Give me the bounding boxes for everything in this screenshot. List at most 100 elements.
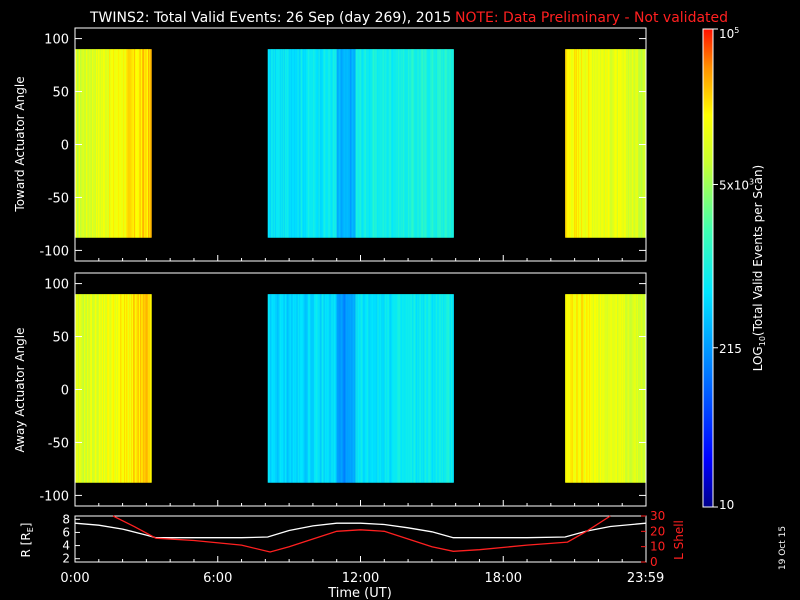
away-cell: [409, 294, 411, 483]
toward-cell: [376, 49, 379, 238]
toward-cell: [579, 49, 581, 238]
time-tick-label: 12:00: [342, 571, 379, 586]
away-cell: [636, 294, 639, 483]
toward-cell: [420, 49, 422, 238]
away-cell: [149, 294, 151, 483]
toward-cell: [357, 49, 360, 238]
toward-cell: [337, 49, 340, 238]
away-cell: [389, 294, 392, 483]
toward-cell: [371, 49, 374, 238]
away-cell: [576, 294, 578, 483]
toward-cell: [627, 49, 630, 238]
toward-panel: 100 50 0 -50 -100 Toward Actuator Angle: [13, 27, 647, 262]
toward-cell: [587, 49, 589, 238]
away-cell: [288, 294, 291, 483]
toward-cell: [117, 49, 119, 238]
toward-cell: [123, 49, 125, 238]
toward-cell: [358, 49, 361, 238]
away-cell: [82, 294, 84, 483]
toward-cell: [316, 49, 319, 238]
toward-cell: [313, 49, 316, 238]
away-cell: [334, 294, 337, 483]
toward-cell: [397, 49, 400, 238]
away-cell: [138, 294, 140, 483]
away-cell: [277, 294, 280, 483]
toward-cell: [606, 49, 609, 238]
toward-cell: [341, 49, 344, 238]
away-cell: [450, 294, 452, 483]
away-cell: [93, 294, 95, 483]
colorbar: 105 5x103 215 10 LOG10(Total Valid Events p…: [702, 26, 767, 512]
away-cell: [587, 294, 589, 483]
away-cell: [404, 294, 406, 483]
toward-cell: [333, 49, 336, 238]
toward-cell: [387, 49, 390, 238]
away-cell: [420, 294, 422, 483]
away-cell: [629, 294, 632, 483]
toward-cell: [98, 49, 100, 238]
toward-cell: [106, 49, 108, 238]
toward-cell: [339, 49, 342, 238]
toward-cell: [285, 49, 288, 238]
toward-cell: [351, 49, 354, 238]
away-cell: [601, 294, 604, 483]
toward-cell: [403, 49, 405, 238]
toward-cell: [591, 49, 593, 238]
away-cell: [94, 294, 96, 483]
away-cell: [402, 294, 404, 483]
toward-cell: [92, 49, 94, 238]
toward-cell: [393, 49, 396, 238]
toward-cell: [626, 49, 629, 238]
toward-cell: [367, 49, 370, 238]
toward-cell: [104, 49, 106, 238]
toward-cell: [149, 49, 151, 238]
toward-cell: [317, 49, 320, 238]
away-cell: [304, 294, 307, 483]
toward-cell: [336, 49, 339, 238]
toward-cell: [77, 49, 79, 238]
toward-cell: [269, 49, 272, 238]
away-cell: [612, 294, 615, 483]
away-cell: [91, 294, 93, 483]
away-cell: [380, 294, 383, 483]
time-tick-label: 18:00: [485, 571, 522, 586]
away-cell: [572, 294, 574, 483]
away-cell: [430, 294, 432, 483]
toward-cell: [395, 49, 398, 238]
away-cell: [83, 294, 85, 483]
away-cell: [435, 294, 437, 483]
away-cell: [117, 294, 119, 483]
toward-cell: [643, 49, 646, 238]
away-cell: [326, 294, 329, 483]
toward-cell: [332, 49, 335, 238]
toward-cell: [300, 49, 303, 238]
away-cell: [417, 294, 419, 483]
toward-cell: [342, 49, 345, 238]
toward-cell: [424, 49, 426, 238]
away-cell: [142, 294, 144, 483]
toward-cell: [120, 49, 122, 238]
away-cell: [341, 294, 344, 483]
away-cell: [114, 294, 116, 483]
away-cell: [592, 294, 595, 483]
toward-cell: [146, 49, 148, 238]
away-cell: [105, 294, 107, 483]
away-cell: [279, 294, 282, 483]
away-cell: [635, 294, 638, 483]
away-cell: [122, 294, 124, 483]
away-cell: [100, 294, 102, 483]
away-cell: [353, 294, 356, 483]
away-cell: [355, 294, 358, 483]
toward-cell: [292, 49, 295, 238]
away-cell: [421, 294, 423, 483]
toward-cell: [429, 49, 431, 238]
toward-cell: [584, 49, 586, 238]
away-cell: [75, 294, 77, 483]
toward-cell: [89, 49, 91, 238]
toward-cell: [130, 49, 132, 238]
toward-cell: [345, 49, 348, 238]
away-cell: [399, 294, 402, 483]
away-cell: [415, 294, 417, 483]
toward-cell: [81, 49, 83, 238]
away-cell: [436, 294, 438, 483]
